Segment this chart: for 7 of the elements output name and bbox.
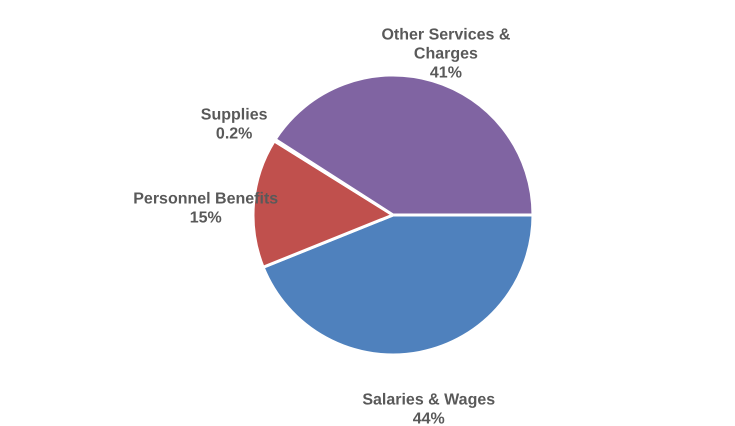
data-label: 41% [430, 64, 462, 82]
slice-label: Other Services & Charges [381, 26, 511, 63]
slice-label: Salaries & Wages [362, 392, 496, 409]
slice-label: Supplies [200, 106, 268, 124]
data-label: 44% [412, 410, 445, 426]
data-label: 15% [190, 210, 222, 227]
data-label: 0.2% [216, 125, 252, 142]
